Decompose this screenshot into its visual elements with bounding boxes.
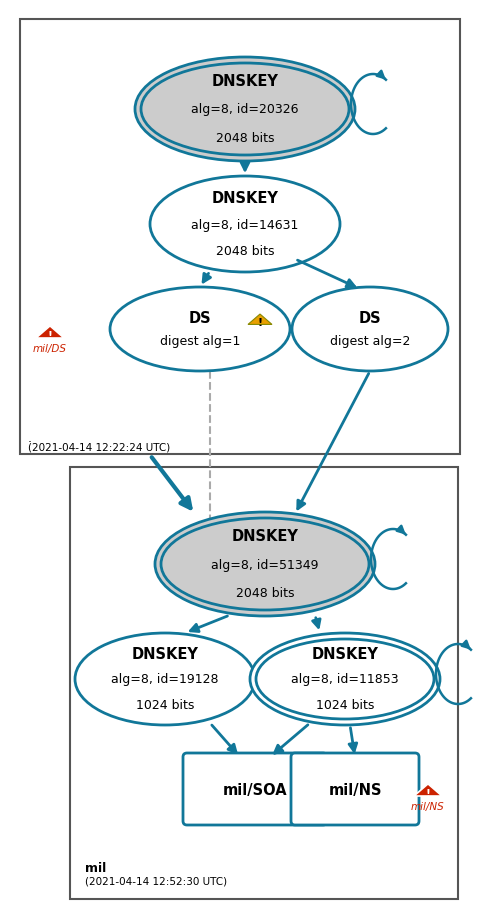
Bar [20, 20, 460, 455]
Text: alg=8, id=51349: alg=8, id=51349 [211, 558, 319, 571]
Text: alg=8, id=20326: alg=8, id=20326 [191, 103, 299, 117]
Ellipse shape [155, 513, 375, 617]
Text: alg=8, id=14631: alg=8, id=14631 [192, 218, 299, 232]
Ellipse shape [256, 640, 434, 720]
Text: 1024 bits: 1024 bits [316, 698, 374, 711]
Text: DNSKEY: DNSKEY [212, 191, 278, 206]
Text: digest alg=1: digest alg=1 [160, 335, 240, 347]
Text: (2021-04-14 12:52:30 UTC): (2021-04-14 12:52:30 UTC) [85, 875, 227, 885]
Ellipse shape [110, 288, 290, 371]
Ellipse shape [161, 518, 369, 610]
Text: mil/DS: mil/DS [33, 344, 67, 354]
Polygon shape [36, 326, 64, 338]
Text: DS: DS [359, 311, 381, 325]
Text: mil: mil [85, 861, 106, 874]
Text: DNSKEY: DNSKEY [132, 646, 198, 662]
Text: 1024 bits: 1024 bits [136, 698, 194, 711]
Text: DNSKEY: DNSKEY [312, 646, 378, 662]
Polygon shape [248, 314, 272, 325]
Text: DS: DS [189, 311, 211, 325]
Text: .: . [28, 432, 32, 445]
Text: digest alg=2: digest alg=2 [330, 335, 410, 347]
Text: 2048 bits: 2048 bits [236, 586, 294, 599]
Text: DNSKEY: DNSKEY [212, 74, 278, 89]
Polygon shape [414, 784, 442, 796]
Text: !: ! [257, 317, 263, 327]
Ellipse shape [292, 288, 448, 371]
Text: 2048 bits: 2048 bits [216, 132, 274, 145]
Text: mil/NS: mil/NS [328, 782, 382, 797]
Ellipse shape [150, 176, 340, 273]
Text: (2021-04-14 12:22:24 UTC): (2021-04-14 12:22:24 UTC) [28, 441, 170, 451]
Text: mil/NS: mil/NS [411, 801, 445, 811]
Text: mil/SOA: mil/SOA [223, 782, 288, 797]
Text: DNSKEY: DNSKEY [231, 528, 299, 543]
Bar [70, 468, 458, 899]
Text: !: ! [426, 788, 431, 798]
Ellipse shape [75, 633, 255, 725]
Ellipse shape [250, 633, 440, 725]
Text: 2048 bits: 2048 bits [216, 244, 274, 257]
FancyBboxPatch shape [183, 754, 327, 825]
Text: !: ! [48, 330, 52, 340]
Text: alg=8, id=19128: alg=8, id=19128 [111, 673, 219, 686]
Text: alg=8, id=11853: alg=8, id=11853 [291, 673, 399, 686]
Ellipse shape [141, 64, 349, 156]
Ellipse shape [135, 58, 355, 162]
FancyBboxPatch shape [291, 754, 419, 825]
